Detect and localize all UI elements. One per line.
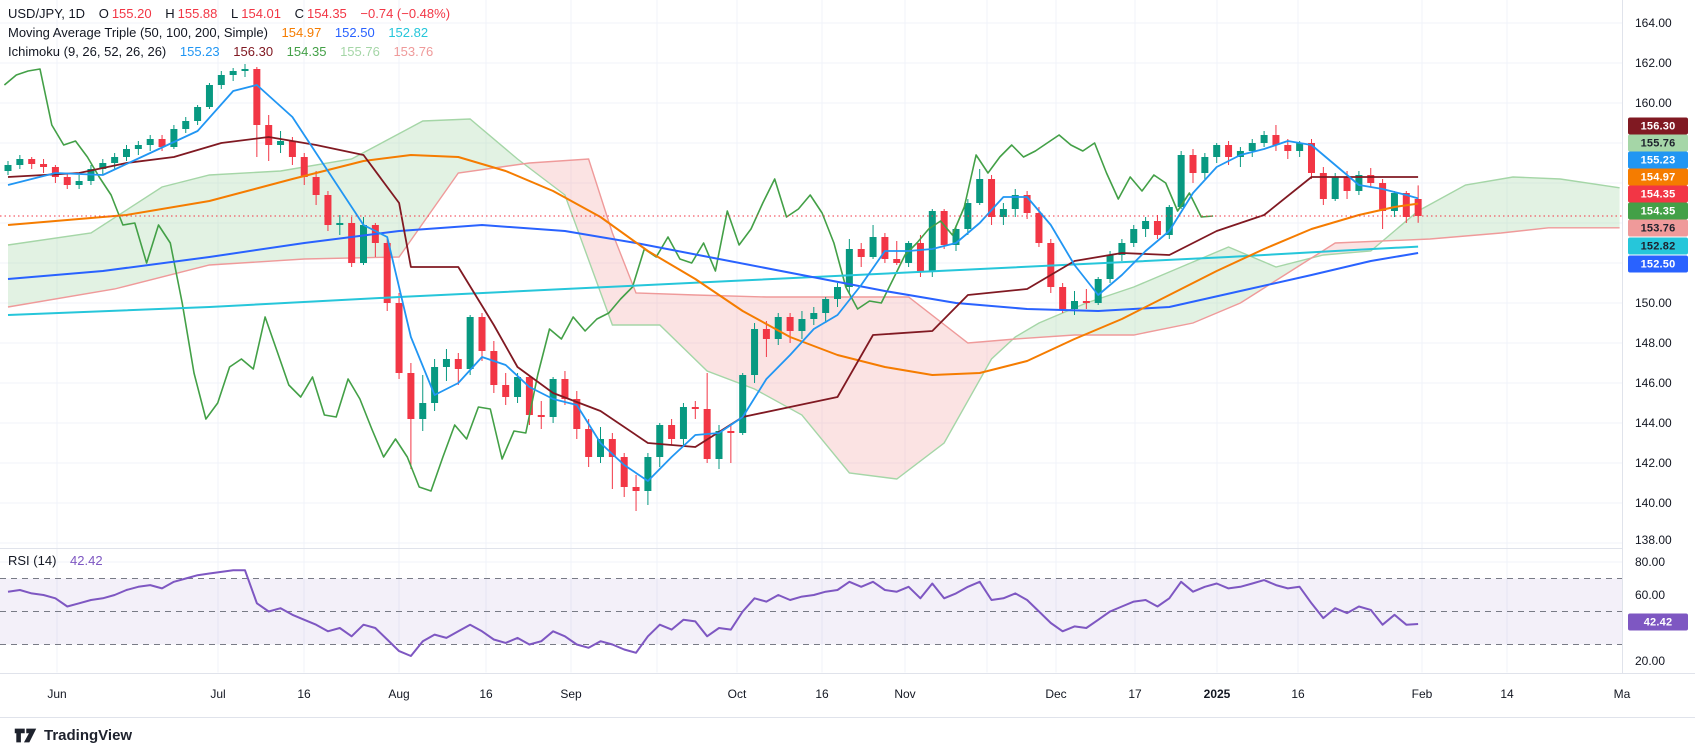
price-badge: 152.50 xyxy=(1628,255,1688,273)
open-label: O xyxy=(98,6,109,21)
kijun-value: 156.30 xyxy=(233,44,274,59)
low-label: L xyxy=(231,6,239,21)
ma200-value: 152.82 xyxy=(388,25,429,40)
close-label: C xyxy=(294,6,305,21)
time-label: 16 xyxy=(479,687,493,701)
time-label: Jun xyxy=(47,687,67,701)
legend-ma-row[interactable]: Moving Average Triple (50, 100, 200, Sim… xyxy=(8,23,453,42)
time-label: 2025 xyxy=(1203,687,1231,701)
footer: TradingView xyxy=(0,717,1695,752)
rsi-title: RSI (14) xyxy=(8,553,57,568)
high-value: 155.88 xyxy=(177,6,218,21)
price-tick: 138.00 xyxy=(1635,533,1672,547)
price-badge: 155.23 xyxy=(1628,151,1688,169)
price-badge: 155.76 xyxy=(1628,134,1688,152)
time-label: 14 xyxy=(1500,687,1514,701)
price-tick: 162.00 xyxy=(1635,56,1672,70)
rsi-pane[interactable] xyxy=(0,549,1622,672)
chart-canvas[interactable] xyxy=(0,0,1622,673)
ma100-value: 152.50 xyxy=(334,25,375,40)
price-tick: 148.00 xyxy=(1635,336,1672,350)
rsi-tick: 60.00 xyxy=(1635,588,1666,602)
time-label: Jul xyxy=(210,687,226,701)
time-label: Nov xyxy=(894,687,916,701)
open-value: 155.20 xyxy=(111,6,152,21)
price-badge: 154.97 xyxy=(1628,168,1688,186)
tenkan-value: 155.23 xyxy=(179,44,220,59)
chikou-value: 154.35 xyxy=(286,44,327,59)
main-price-pane[interactable] xyxy=(0,0,1622,548)
price-tick: 142.00 xyxy=(1635,456,1672,470)
price-badge: 154.35 xyxy=(1628,202,1688,220)
price-tick: 160.00 xyxy=(1635,96,1672,110)
time-label: Oct xyxy=(727,687,747,701)
price-tick: 150.00 xyxy=(1635,296,1672,310)
price-axis[interactable]: 164.00 162.00 160.00 150.00 148.00 146.00 144.… xyxy=(1622,0,1695,673)
high-label: H xyxy=(165,6,175,21)
rsi-tick: 20.00 xyxy=(1635,654,1666,668)
legend-rsi-row[interactable]: RSI (14) 42.42 xyxy=(8,553,106,568)
time-label: Sep xyxy=(560,687,582,701)
legend-ichimoku-row[interactable]: Ichimoku (9, 26, 52, 26, 26) 155.23 156.… xyxy=(8,42,453,61)
price-badge: 154.35 xyxy=(1628,185,1688,203)
time-label: Dec xyxy=(1045,687,1067,701)
ma50-value: 154.97 xyxy=(281,25,322,40)
senkou-b-value: 153.76 xyxy=(393,44,434,59)
rsi-badge: 42.42 xyxy=(1628,613,1688,631)
rsi-tick: 80.00 xyxy=(1635,555,1666,569)
symbol-title: USD/JPY, 1D xyxy=(8,6,86,21)
time-label: 16 xyxy=(815,687,829,701)
price-tick: 140.00 xyxy=(1635,496,1672,510)
senkou-a-value: 155.76 xyxy=(340,44,380,59)
tradingview-logo-icon[interactable] xyxy=(14,727,37,744)
legend: USD/JPY, 1D O 155.20 H 155.88 L 154.01 C 154… xyxy=(8,4,453,61)
legend-symbol-row[interactable]: USD/JPY, 1D O 155.20 H 155.88 L 154.01 C 154… xyxy=(8,4,453,23)
time-axis[interactable]: Jun Jul 16 Aug 16 Sep Oct 16 Nov Dec 17 2025 16 Feb 14… xyxy=(0,673,1695,718)
price-tick: 146.00 xyxy=(1635,376,1672,390)
price-tick: 164.00 xyxy=(1635,16,1672,30)
time-label: Feb xyxy=(1411,687,1433,701)
ma-title: Moving Average Triple (50, 100, 200, Sim… xyxy=(8,25,268,40)
price-tick: 144.00 xyxy=(1635,416,1672,430)
close-value: 154.35 xyxy=(307,6,347,21)
low-value: 154.01 xyxy=(241,6,281,21)
price-badge: 153.76 xyxy=(1628,219,1688,237)
change-value: −0.74 (−0.48%) xyxy=(360,6,451,21)
time-label: 16 xyxy=(1291,687,1305,701)
time-label: Aug xyxy=(388,687,410,701)
time-label: 17 xyxy=(1128,687,1142,701)
price-badge: 156.30 xyxy=(1628,117,1688,135)
ichimoku-title: Ichimoku (9, 26, 52, 26, 26) xyxy=(8,44,167,59)
tradingview-brand-text[interactable]: TradingView xyxy=(44,726,133,744)
rsi-value: 42.42 xyxy=(70,553,103,568)
time-label: 16 xyxy=(297,687,311,701)
time-label: Ma xyxy=(1613,687,1631,701)
price-badge: 152.82 xyxy=(1628,237,1688,255)
